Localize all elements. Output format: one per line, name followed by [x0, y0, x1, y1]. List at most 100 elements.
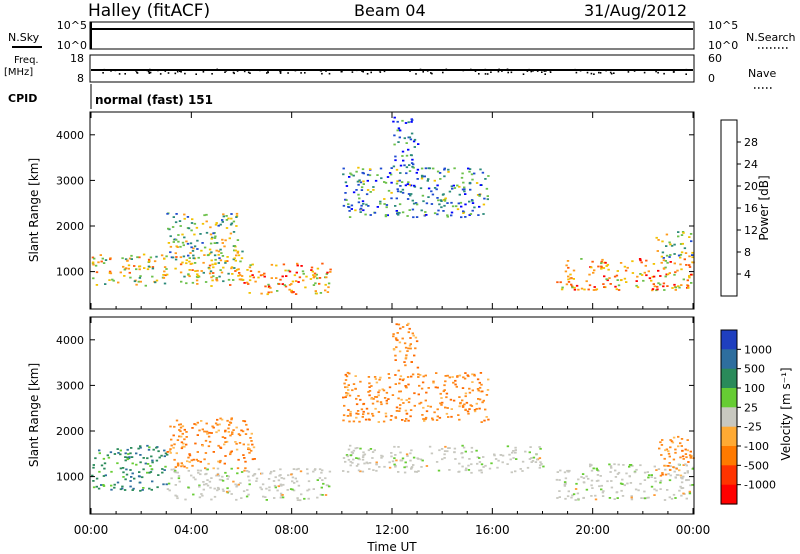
power-cell — [282, 263, 286, 266]
power-cell — [196, 273, 199, 276]
power-cell — [626, 266, 629, 269]
power-cell — [350, 173, 353, 176]
velocity-cell — [398, 407, 402, 410]
velocity-cell — [395, 406, 399, 409]
velocity-cell — [461, 465, 464, 468]
velocity-cell — [286, 489, 289, 491]
velocity-cell — [493, 453, 496, 456]
power-cell — [197, 275, 200, 277]
velocity-cell — [480, 469, 483, 472]
power-cell — [393, 143, 396, 146]
power-cell — [443, 168, 446, 171]
power-cell — [104, 283, 107, 285]
power-ytick-label: 1000 — [56, 266, 84, 279]
velocity-cell — [216, 486, 220, 489]
velocity-cell — [454, 458, 457, 460]
power-cell — [146, 268, 150, 271]
power-cell — [396, 212, 399, 215]
power-cell — [412, 140, 416, 143]
velocity-cell — [388, 466, 392, 469]
velocity-cell — [437, 469, 441, 472]
power-cell — [484, 178, 487, 180]
velocity-cell — [359, 470, 362, 473]
power-cell — [396, 188, 399, 191]
power-cell — [601, 258, 604, 261]
velocity-cell — [359, 447, 362, 450]
velocity-cell — [404, 461, 407, 464]
power-cell — [275, 264, 278, 267]
velocity-cell — [444, 380, 447, 383]
velocity-cell — [224, 429, 227, 432]
power-cell — [565, 264, 568, 267]
velocity-cell — [666, 489, 669, 491]
power-cell — [406, 183, 410, 185]
velocity-cell — [268, 486, 271, 489]
velocity-cell — [617, 463, 620, 466]
velocity-cell — [296, 497, 299, 499]
nave-dot — [279, 71, 282, 73]
velocity-cell — [464, 409, 467, 411]
velocity-cell — [589, 465, 592, 468]
power-cell — [651, 275, 654, 278]
velocity-cell — [538, 446, 541, 448]
nave-dot — [224, 71, 226, 73]
velocity-cell — [292, 489, 296, 492]
power-cell — [679, 243, 683, 245]
velocity-cell — [246, 428, 249, 431]
power-cell — [437, 199, 440, 202]
velocity-cell — [421, 381, 425, 384]
power-cell — [680, 251, 684, 254]
velocity-cell — [378, 466, 381, 468]
velocity-cell — [116, 462, 119, 465]
power-cell — [396, 120, 399, 123]
power-cell — [205, 213, 208, 216]
velocity-cell — [539, 447, 542, 450]
velocity-cell — [419, 458, 423, 461]
power-cell — [468, 200, 471, 203]
power-cell — [279, 278, 282, 281]
velocity-cell — [446, 374, 449, 377]
power-cell — [398, 136, 401, 139]
nave-dot — [452, 69, 455, 71]
power-cell — [681, 231, 685, 233]
velocity-cell — [661, 473, 664, 476]
power-cell — [237, 268, 240, 271]
power-cell — [575, 284, 579, 287]
power-cell — [670, 244, 674, 247]
velocity-cell — [229, 422, 233, 424]
velocity-cell — [352, 458, 355, 461]
power-cell — [399, 129, 402, 132]
velocity-cell — [196, 469, 200, 472]
power-cell — [349, 172, 352, 175]
velocity-cell — [478, 461, 482, 463]
velocity-cell — [235, 498, 238, 501]
velocity-cell — [170, 438, 173, 441]
power-cell — [636, 286, 640, 289]
velocity-cell — [261, 483, 265, 486]
power-cell — [220, 271, 224, 274]
velocity-cell — [138, 475, 141, 478]
power-cell — [410, 132, 414, 135]
velocity-cell — [512, 457, 515, 459]
power-cell — [188, 260, 191, 263]
velocity-cell — [387, 373, 390, 375]
power-cell — [127, 267, 130, 270]
power-cell — [430, 203, 434, 205]
velocity-cell — [595, 480, 599, 482]
velocity-cell — [362, 402, 366, 405]
velocity-cell — [594, 494, 597, 497]
power-cell — [314, 290, 317, 292]
velocity-cell — [394, 354, 397, 357]
power-cell — [222, 215, 225, 218]
power-cell — [211, 236, 214, 239]
velocity-cell — [183, 428, 186, 431]
power-cell — [174, 258, 178, 261]
velocity-cell — [448, 376, 451, 379]
velocity-cell — [385, 402, 389, 405]
power-cell — [138, 256, 141, 259]
velocity-colorbar-tick-label: -100 — [744, 440, 769, 453]
velocity-cell — [113, 486, 116, 489]
power-cell — [309, 278, 313, 280]
velocity-cell — [251, 443, 254, 446]
x-tick-label: 16:00 — [475, 523, 510, 537]
